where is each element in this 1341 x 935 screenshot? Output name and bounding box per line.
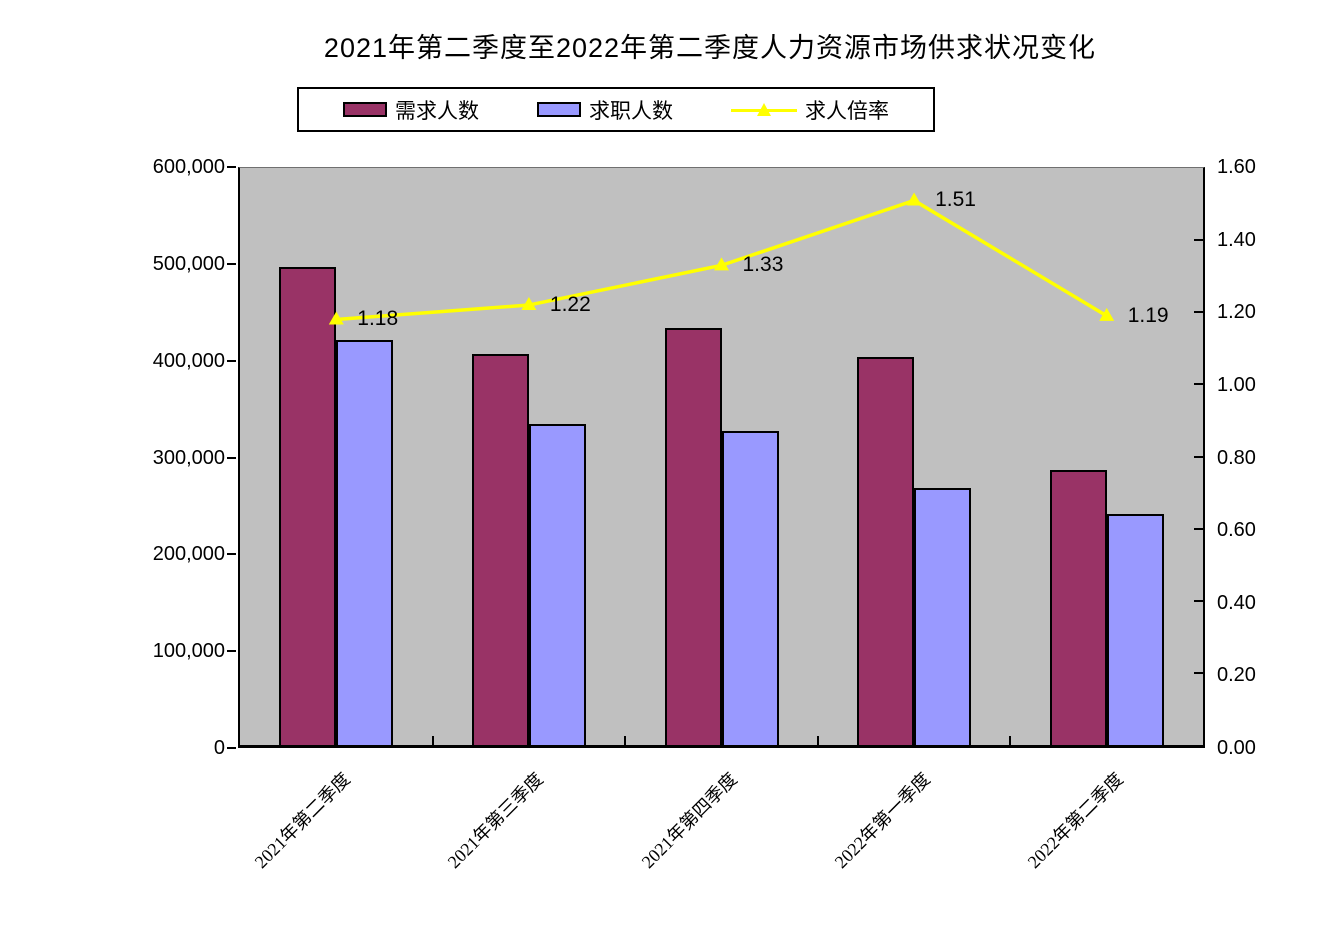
legend-item-jobseeker: 求职人数 [537,95,673,125]
ratio-marker-icon [1099,307,1115,321]
right-axis-tick-label: 1.40 [1217,228,1256,251]
left-axis-tick-mark [227,166,236,168]
ratio-point-label: 1.51 [935,188,976,212]
demand-bar-swatch [343,102,387,117]
ratio-line-swatch [731,102,797,118]
right-axis-tick-mark [1194,527,1203,530]
legend-item-ratio: 求人倍率 [731,95,889,125]
ratio-polyline [336,198,1108,322]
ratio-point-label: 1.22 [549,293,591,317]
right-axis-tick-mark [1194,671,1203,674]
right-axis-tick-label: 0.00 [1217,737,1256,759]
demand-bar [1049,469,1107,745]
left-axis-tick-label: 300,000 [152,446,225,469]
right-axis-tick-label: 0.80 [1217,446,1256,469]
x-axis-tick-mark [816,736,819,745]
left-axis-tick-label: 600,000 [152,156,225,178]
right-axis-tick-mark [1194,383,1203,386]
jobseeker-bar [336,340,394,745]
left-axis-tick-label: 0 [213,737,225,759]
left-axis-tick-mark [227,553,236,556]
left-axis-tick-label: 200,000 [152,543,225,566]
right-axis-tick-mark [1194,311,1203,314]
jobseeker-bar [721,430,779,745]
legend-label-ratio: 求人倍率 [805,98,889,123]
right-axis-tick-label: 0.20 [1217,664,1256,687]
right-axis-tick-mark [1194,599,1203,602]
right-axis-tick-label: 1.20 [1217,301,1256,324]
x-axis-label: 2022年第二季度 [1024,768,1128,873]
x-axis-label: 2021年第三季度 [443,768,548,873]
jobseeker-bar-swatch [537,102,581,117]
ratio-triangle-icon [757,102,771,116]
left-axis-tick-label: 400,000 [152,349,225,372]
demand-bar [664,327,722,745]
ratio-marker-icon [521,297,537,311]
left-axis-tick-label: 100,000 [152,640,225,663]
right-axis-tick-label: 0.60 [1217,519,1256,542]
ratio-point-label: 1.19 [1127,303,1169,327]
ratio-point-label: 1.18 [357,307,399,331]
right-axis-tick-label: 1.60 [1217,156,1256,178]
left-axis-tick-mark [227,262,236,265]
ratio-marker-icon [714,257,729,271]
chart-title: 2021年第二季度至2022年第二季度人力资源市场供求状况变化 [323,33,1097,63]
right-axis-tick-label: 0.40 [1217,591,1256,614]
left-axis-tick-mark [227,359,236,362]
jobseeker-bar [914,488,972,745]
right-axis-tick-mark [1194,455,1203,458]
x-axis-tick-mark [431,736,434,745]
legend-item-demand: 需求人数 [343,95,479,125]
jobseeker-bar [528,423,586,745]
left-axis-tick-mark [227,747,236,749]
legend: 需求人数 求职人数 求人倍率 [297,87,935,132]
ratio-point-label: 1.33 [742,253,784,277]
x-axis-label: 2021年第二季度 [250,768,354,873]
left-axis-tick-label: 500,000 [152,252,225,275]
x-axis-tick-mark [624,736,627,745]
right-axis-tick-mark [1194,239,1203,242]
legend-label-jobseeker: 求职人数 [589,98,673,123]
right-axis-tick-label: 1.00 [1217,373,1256,396]
ratio-marker-icon [906,192,922,206]
demand-bar [471,353,529,745]
legend-label-demand: 需求人数 [395,98,479,123]
demand-bar [857,356,915,745]
jobseeker-bar [1106,514,1164,745]
plot-area: 1.18 1.22 1.33 1.51 1.19 [238,167,1205,748]
x-axis-label: 2021年第四季度 [637,768,741,873]
demand-bar [279,267,337,745]
left-axis-tick-mark [227,650,236,653]
x-axis-label: 2022年第一季度 [830,768,934,873]
left-axis-tick-mark [227,456,236,459]
x-axis-tick-mark [1009,736,1012,745]
